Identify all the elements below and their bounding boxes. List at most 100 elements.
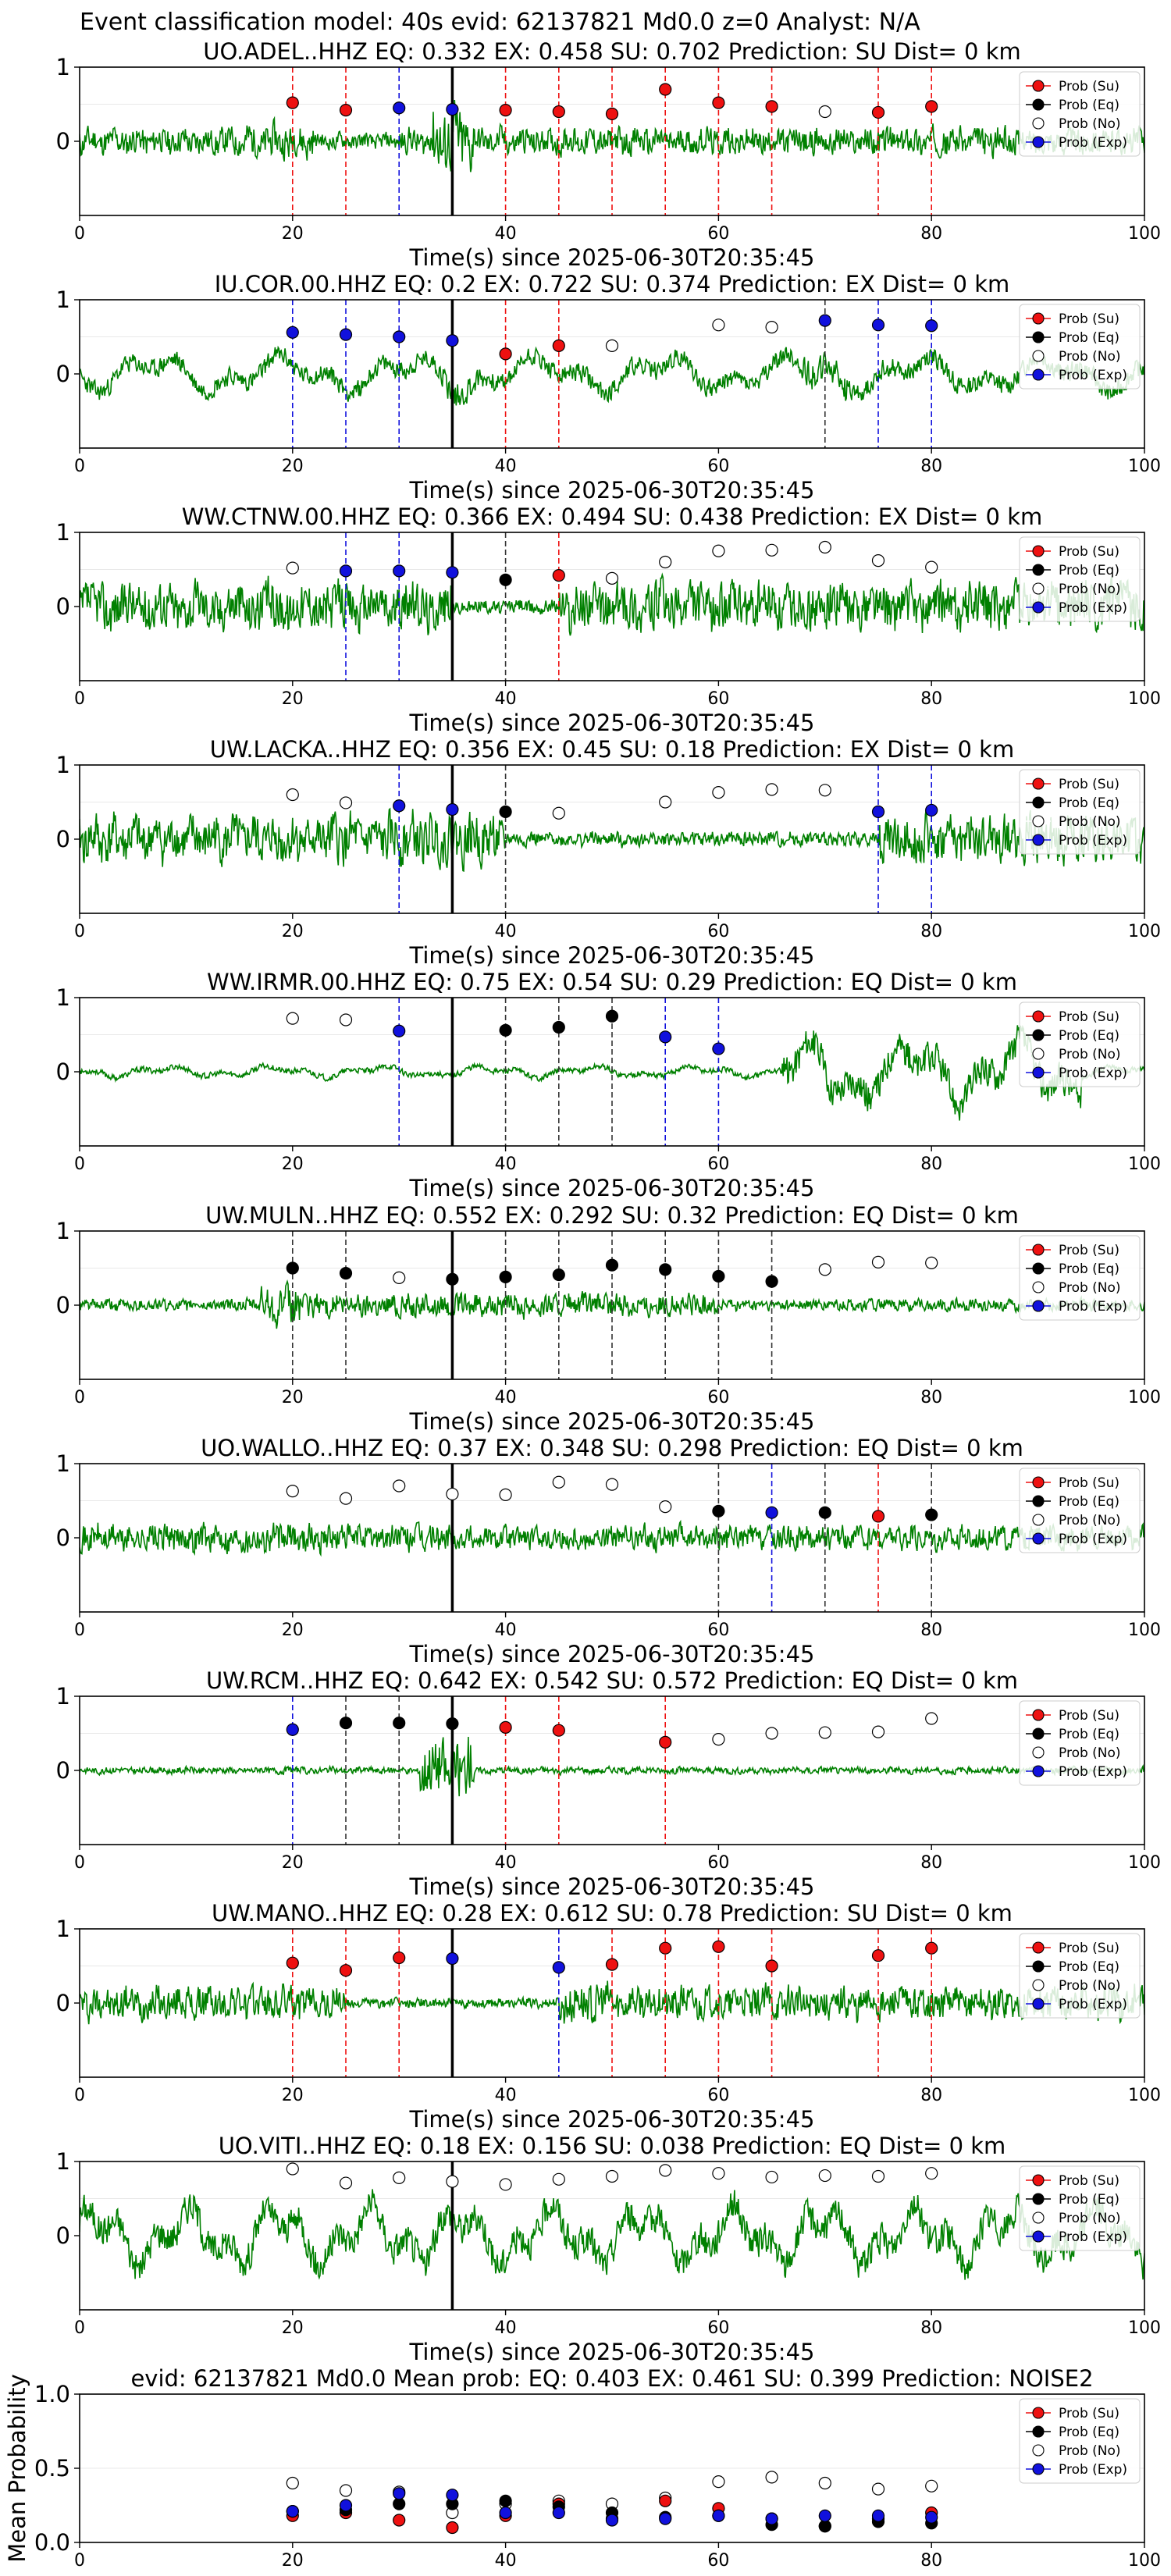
legend: Prob (Su) Prob (Eq) Prob (No) Prob (Exp) bbox=[1019, 2165, 1141, 2251]
mean-point-no bbox=[712, 2475, 725, 2489]
prob-point-su bbox=[339, 1964, 353, 1977]
prob-point-no bbox=[818, 540, 831, 554]
x-tick-label: 100 bbox=[1128, 2551, 1161, 2571]
prob-point-su bbox=[765, 100, 778, 113]
legend-marker-exp bbox=[1032, 1532, 1045, 1545]
legend-marker-exp bbox=[1032, 1300, 1045, 1312]
mean-point-su bbox=[446, 2521, 459, 2535]
legend-label: Prob (No) bbox=[1059, 1280, 1121, 1296]
waveform-trace bbox=[80, 1519, 1144, 1557]
prob-point-exp bbox=[818, 314, 831, 327]
prob-point-no bbox=[339, 2176, 353, 2190]
prob-point-exp bbox=[393, 101, 406, 115]
panel-6: UW.MULN..HHZ EQ: 0.552 EX: 0.292 SU: 0.3… bbox=[56, 1202, 1161, 1435]
x-tick-label: 40 bbox=[495, 1155, 517, 1174]
mean-point-exp bbox=[818, 2509, 831, 2522]
legend-marker-eq bbox=[1032, 331, 1045, 343]
x-tick-label: 60 bbox=[707, 2318, 729, 2338]
x-tick-label: 20 bbox=[282, 2086, 304, 2105]
prob-point-su bbox=[659, 1941, 672, 1955]
x-tick-label: 60 bbox=[707, 2086, 729, 2105]
y-tick-label: 0 bbox=[56, 826, 70, 852]
prob-point-no bbox=[765, 321, 778, 334]
panel-8: UW.RCM..HHZ EQ: 0.642 EX: 0.542 SU: 0.57… bbox=[56, 1667, 1161, 1900]
legend: Prob (Su) Prob (Eq) Prob (No) Prob (Exp) bbox=[1019, 1700, 1141, 1786]
x-tick-label: 40 bbox=[495, 922, 517, 941]
legend-label: Prob (Eq) bbox=[1059, 98, 1119, 113]
waveform-trace bbox=[80, 807, 1144, 872]
prob-point-eq bbox=[712, 1504, 725, 1517]
x-tick-label: 0 bbox=[74, 689, 85, 709]
x-tick-label: 100 bbox=[1128, 2086, 1161, 2105]
legend: Prob (Su) Prob (Eq) Prob (No) Prob (Exp) bbox=[1019, 1002, 1141, 1087]
panel-11: evid: 62137821 Md0.0 Mean prob: EQ: 0.40… bbox=[4, 2365, 1161, 2571]
legend-marker-no bbox=[1032, 815, 1045, 827]
legend-label: Prob (Su) bbox=[1059, 79, 1119, 94]
prob-point-exp bbox=[871, 805, 885, 818]
x-tick-label: 100 bbox=[1128, 689, 1161, 709]
mean-point-exp bbox=[499, 2506, 512, 2520]
x-tick-label: 80 bbox=[920, 457, 942, 476]
legend-marker-su bbox=[1032, 1709, 1045, 1721]
legend-label: Prob (Exp) bbox=[1059, 1532, 1127, 1547]
y-tick-label: 0 bbox=[56, 1525, 70, 1551]
prob-point-exp bbox=[339, 328, 353, 341]
x-tick-label: 60 bbox=[707, 689, 729, 709]
prob-point-su bbox=[925, 100, 938, 113]
legend-marker-no bbox=[1032, 582, 1045, 595]
prob-point-no bbox=[393, 2171, 406, 2184]
prob-point-no bbox=[605, 339, 619, 352]
y-tick-label: 1 bbox=[56, 54, 70, 80]
prob-point-eq bbox=[339, 1267, 353, 1280]
prob-point-su bbox=[605, 1958, 619, 1971]
mean-point-exp bbox=[552, 2506, 565, 2520]
legend-marker-exp bbox=[1032, 2463, 1045, 2475]
legend-box bbox=[1019, 1235, 1141, 1321]
prob-point-no bbox=[393, 1271, 406, 1284]
prob-point-no bbox=[818, 784, 831, 797]
x-tick-label: 0 bbox=[74, 1388, 85, 1407]
x-tick-label: 20 bbox=[282, 922, 304, 941]
x-tick-label: 40 bbox=[495, 1388, 517, 1407]
prob-point-no bbox=[712, 1733, 725, 1746]
legend-marker-eq bbox=[1032, 1262, 1045, 1275]
x-tick-label: 80 bbox=[920, 224, 942, 244]
prob-point-no bbox=[393, 1479, 406, 1493]
panel-title: WW.IRMR.00.HHZ EQ: 0.75 EX: 0.54 SU: 0.2… bbox=[207, 969, 1017, 995]
x-tick-label: 20 bbox=[282, 1155, 304, 1174]
mean-point-exp bbox=[446, 2489, 459, 2502]
legend-marker-exp bbox=[1032, 601, 1045, 614]
panel-title: UO.VITI..HHZ EQ: 0.18 EX: 0.156 SU: 0.03… bbox=[219, 2133, 1006, 2159]
x-tick-label: 60 bbox=[707, 1155, 729, 1174]
prob-point-no bbox=[818, 2169, 831, 2183]
prob-point-eq bbox=[446, 1717, 459, 1731]
legend-box bbox=[1019, 304, 1141, 390]
legend-label: Prob (Su) bbox=[1059, 544, 1119, 560]
panel-10: UO.VITI..HHZ EQ: 0.18 EX: 0.156 SU: 0.03… bbox=[56, 2133, 1161, 2365]
mean-point-exp bbox=[659, 2512, 672, 2525]
legend-marker-exp bbox=[1032, 1066, 1045, 1079]
legend-marker-eq bbox=[1032, 2193, 1045, 2205]
legend: Prob (Su) Prob (Eq) Prob (No) Prob (Exp) bbox=[1019, 71, 1141, 157]
legend-label: Prob (No) bbox=[1059, 2211, 1121, 2226]
prob-point-su bbox=[286, 96, 299, 109]
y-axis-label: Mean Probability bbox=[4, 2374, 30, 2563]
y-tick-label: 1 bbox=[56, 752, 70, 778]
legend-marker-no bbox=[1032, 2444, 1045, 2457]
prob-point-su bbox=[765, 1959, 778, 1973]
prob-point-no bbox=[925, 2167, 938, 2180]
prob-point-no bbox=[499, 1488, 512, 1502]
legend-label: Prob (No) bbox=[1059, 349, 1121, 365]
x-axis-label: Time(s) since 2025-06-30T20:35:45 bbox=[409, 942, 815, 969]
y-tick-label: 1 bbox=[56, 1916, 70, 1942]
panels: UO.ADEL..HHZ EQ: 0.332 EX: 0.458 SU: 0.7… bbox=[4, 38, 1161, 2571]
prob-point-su bbox=[871, 1949, 885, 1962]
panel-5: WW.IRMR.00.HHZ EQ: 0.75 EX: 0.54 SU: 0.2… bbox=[56, 969, 1161, 1201]
prob-point-eq bbox=[925, 1508, 938, 1521]
prob-point-no bbox=[925, 1712, 938, 1725]
y-tick-label: 0 bbox=[56, 128, 70, 155]
x-tick-label: 20 bbox=[282, 1388, 304, 1407]
x-tick-label: 20 bbox=[282, 2318, 304, 2338]
prob-point-no bbox=[925, 1256, 938, 1269]
x-tick-label: 40 bbox=[495, 224, 517, 244]
